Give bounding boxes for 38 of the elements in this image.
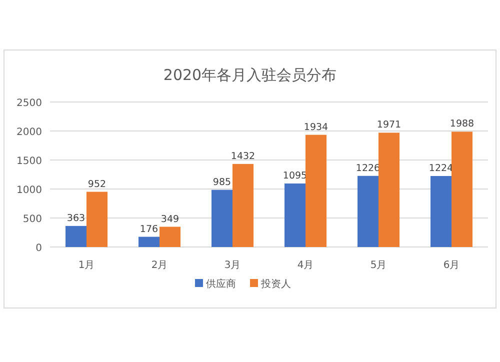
y-tick-label: 2500	[16, 98, 42, 109]
y-tick-label: 500	[22, 214, 42, 225]
legend-label: 投资人	[260, 278, 291, 290]
data-label: 1934	[304, 122, 328, 133]
data-label: 349	[160, 214, 180, 225]
data-label: 1988	[450, 118, 474, 130]
y-tick-label: 1500	[16, 156, 42, 167]
data-label: 1095	[282, 170, 308, 182]
x-tick-label: 3月	[224, 260, 241, 271]
bar	[358, 176, 378, 247]
data-label: 1224	[428, 163, 454, 174]
bar	[160, 226, 180, 247]
bar	[212, 190, 232, 247]
bar	[284, 183, 306, 247]
x-tick-label: 2月	[151, 260, 168, 271]
x-tick-label: 6月	[443, 260, 460, 271]
bar	[138, 236, 160, 247]
legend-label: 供应商	[206, 278, 236, 290]
chart-title: 2020年各月入驻会员分布	[163, 66, 337, 84]
bar	[232, 164, 254, 247]
bar	[452, 132, 472, 247]
y-tick-label: 0	[36, 243, 42, 254]
data-label: 363	[66, 212, 86, 224]
y-tick-label: 1000	[16, 185, 42, 196]
x-tick-label: 4月	[297, 260, 314, 271]
data-label: 176	[140, 224, 158, 235]
data-label: 952	[88, 178, 106, 190]
data-label: 1971	[376, 120, 402, 131]
bar	[378, 132, 400, 247]
bar	[430, 176, 452, 247]
data-label: 1432	[230, 150, 256, 162]
x-tick-label: 1月	[78, 260, 95, 271]
bar	[306, 134, 326, 247]
data-label: 985	[212, 176, 232, 188]
bar	[86, 192, 108, 247]
bar	[66, 226, 86, 247]
y-tick-label: 2000	[16, 127, 42, 138]
x-tick-label: 5月	[370, 260, 387, 271]
